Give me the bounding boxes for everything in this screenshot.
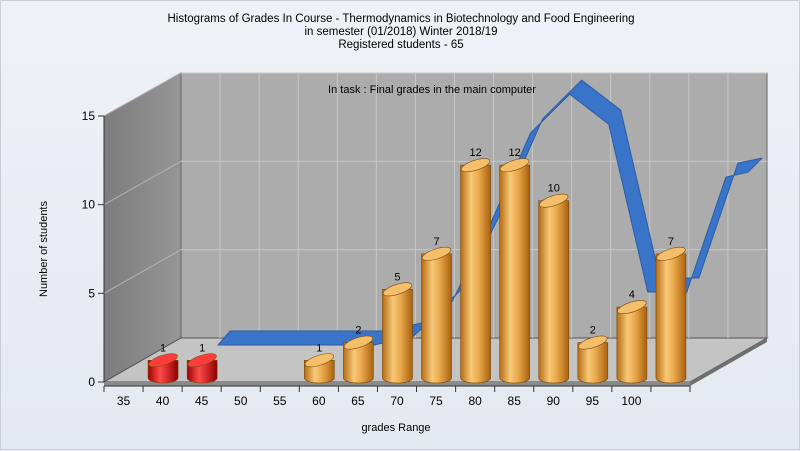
data-label-90: 2 bbox=[590, 325, 596, 337]
bar-body bbox=[460, 164, 491, 384]
bar-cap bbox=[421, 246, 452, 261]
bar-body bbox=[421, 253, 452, 384]
data-label-40: 1 bbox=[199, 342, 205, 354]
bar-80 bbox=[499, 158, 530, 384]
bar-85 bbox=[538, 193, 570, 384]
bar-body bbox=[655, 253, 687, 384]
bar-90 bbox=[577, 335, 609, 384]
bar-body bbox=[343, 342, 374, 384]
chart-subtitle: In task : Final grades in the main compu… bbox=[328, 84, 536, 96]
bar-60 bbox=[343, 335, 374, 384]
bar-55 bbox=[304, 353, 335, 384]
bar-75 bbox=[460, 158, 491, 384]
x-tick-label-55: 55 bbox=[273, 394, 287, 408]
x-tick-label-45: 45 bbox=[195, 394, 209, 408]
bar-cap bbox=[539, 193, 569, 208]
y-tick-label: 15 bbox=[82, 109, 96, 123]
data-label-75: 12 bbox=[469, 147, 481, 159]
data-label-85: 10 bbox=[548, 183, 560, 195]
x-tick-label-40: 40 bbox=[156, 394, 170, 408]
bar-100 bbox=[655, 246, 687, 384]
bar-70 bbox=[421, 246, 452, 384]
bar-body bbox=[538, 200, 570, 384]
y-tick-label: 0 bbox=[88, 375, 95, 389]
data-label-55: 1 bbox=[316, 342, 322, 354]
grid-line-left bbox=[103, 72, 182, 117]
grid-line-left bbox=[103, 160, 182, 206]
data-label-60: 2 bbox=[355, 325, 361, 337]
y-axis-label: Number of students bbox=[38, 201, 50, 297]
bar-cap bbox=[617, 300, 647, 315]
x-tick-label-100: 100 bbox=[621, 394, 641, 408]
bars-group bbox=[147, 158, 687, 384]
chart-title-line-1: Histograms of Grades In Course - Thermod… bbox=[167, 13, 635, 25]
data-label-100: 7 bbox=[668, 236, 674, 248]
x-axis-label: grades Range bbox=[361, 422, 430, 434]
bar-cap bbox=[382, 282, 413, 297]
floor-edge-side bbox=[690, 338, 767, 386]
bar-cap bbox=[304, 353, 334, 368]
bar-body bbox=[616, 306, 648, 384]
x-tick-label-50: 50 bbox=[234, 394, 248, 408]
bar-body bbox=[382, 289, 413, 384]
left-wall bbox=[103, 72, 182, 383]
floor-edge bbox=[104, 382, 690, 386]
data-label-35: 1 bbox=[160, 342, 166, 354]
x-tick-label-80: 80 bbox=[468, 394, 482, 408]
x-tick-label-60: 60 bbox=[312, 394, 326, 408]
x-tick-label-75: 75 bbox=[429, 394, 443, 408]
data-label-70: 7 bbox=[433, 236, 439, 248]
bar-body bbox=[577, 342, 609, 384]
bar-95 bbox=[616, 300, 648, 384]
bar-40 bbox=[186, 353, 218, 384]
bar-cap bbox=[460, 158, 491, 173]
data-label-65: 5 bbox=[394, 271, 400, 283]
y-tick-label: 10 bbox=[82, 198, 96, 212]
x-tick-label-95: 95 bbox=[586, 394, 600, 408]
bar-body bbox=[499, 164, 530, 384]
bar-cap bbox=[148, 353, 178, 368]
chart-title-line-3: Registered students - 65 bbox=[338, 39, 464, 51]
data-label-95: 4 bbox=[629, 289, 635, 301]
bar-cap bbox=[656, 246, 686, 261]
bar-cap bbox=[343, 335, 374, 350]
x-tick-label-70: 70 bbox=[390, 394, 404, 408]
bar-35 bbox=[147, 353, 179, 384]
x-tick-label-65: 65 bbox=[351, 394, 365, 408]
x-tick-label-90: 90 bbox=[547, 394, 561, 408]
data-label-80: 12 bbox=[509, 147, 521, 159]
chart-title-line-2: in semester (01/2018) Winter 2018/19 bbox=[304, 26, 498, 38]
bar-cap bbox=[578, 335, 608, 350]
x-tick-label-85: 85 bbox=[508, 394, 522, 408]
bar-cap bbox=[187, 353, 217, 368]
bar-65 bbox=[382, 282, 413, 384]
grid-line-left bbox=[103, 249, 182, 294]
y-tick-label: 5 bbox=[88, 286, 95, 300]
x-tick-label-35: 35 bbox=[117, 394, 131, 408]
bar-cap bbox=[500, 158, 530, 173]
